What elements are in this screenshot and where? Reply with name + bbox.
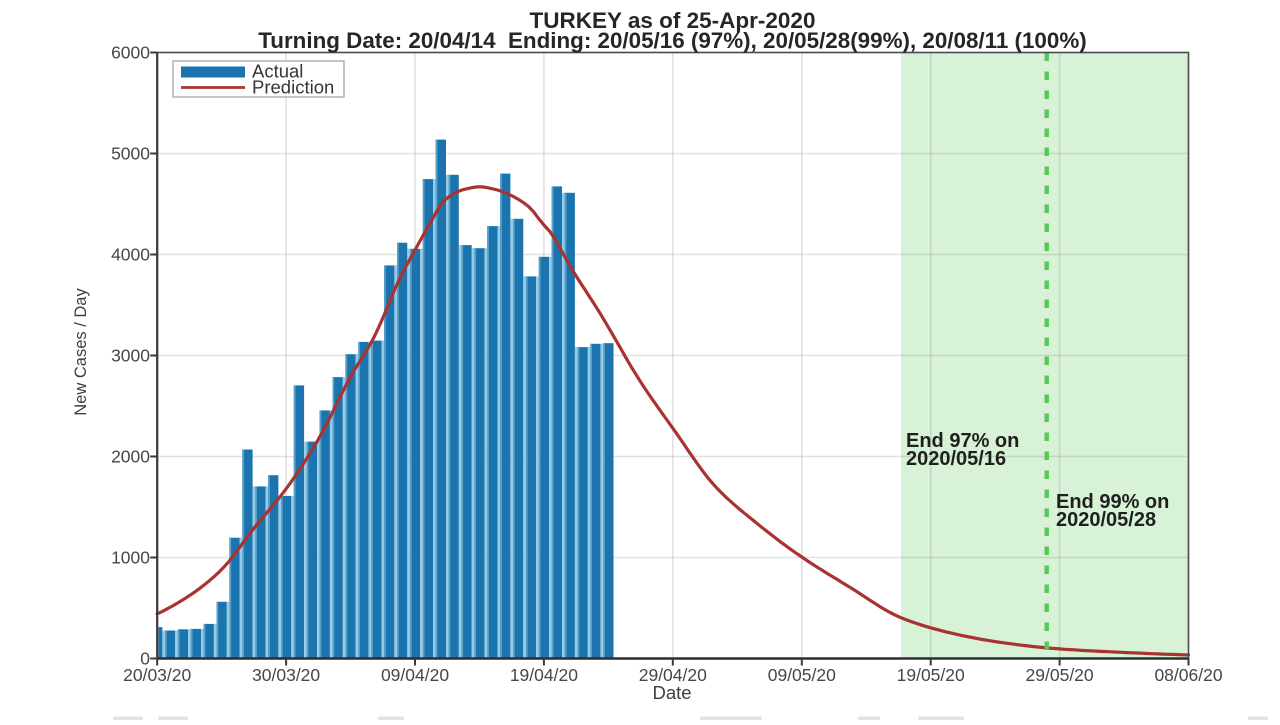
svg-text:End 97% on: End 97% on: [906, 430, 1019, 452]
svg-text:2000: 2000: [111, 447, 150, 467]
svg-text:20/03/20: 20/03/20: [123, 665, 191, 685]
svg-text:4000: 4000: [111, 245, 150, 265]
svg-text:2020/05/28: 2020/05/28: [1056, 509, 1156, 531]
svg-text:08/06/20: 08/06/20: [1154, 665, 1222, 685]
svg-text:09/04/20: 09/04/20: [381, 665, 449, 685]
svg-text:End 99% on: End 99% on: [1056, 491, 1169, 513]
svg-text:Turning Date: 20/04/14 Ending: Turning Date: 20/04/14 Ending: 20/05/16 …: [258, 28, 1086, 53]
svg-text:Date: Date: [652, 682, 691, 703]
svg-text:1000: 1000: [111, 548, 150, 568]
svg-text:New Cases / Day: New Cases / Day: [72, 288, 90, 416]
svg-text:Actual: Actual: [252, 61, 303, 82]
svg-text:30/03/20: 30/03/20: [252, 665, 320, 685]
svg-text:TURKEY as of 25-Apr-2020: TURKEY as of 25-Apr-2020: [530, 8, 816, 33]
svg-text:5000: 5000: [111, 144, 150, 164]
svg-text:2020/05/16: 2020/05/16: [906, 448, 1006, 470]
svg-text:Prediction: Prediction: [252, 77, 334, 98]
svg-text:09/05/20: 09/05/20: [768, 665, 836, 685]
svg-text:29/05/20: 29/05/20: [1026, 665, 1094, 685]
svg-text:19/04/20: 19/04/20: [510, 665, 578, 685]
svg-text:19/05/20: 19/05/20: [897, 665, 965, 685]
svg-text:29/04/20: 29/04/20: [639, 665, 707, 685]
svg-text:6000: 6000: [111, 43, 150, 63]
svg-text:3000: 3000: [111, 346, 150, 366]
svg-text:0: 0: [140, 649, 150, 669]
